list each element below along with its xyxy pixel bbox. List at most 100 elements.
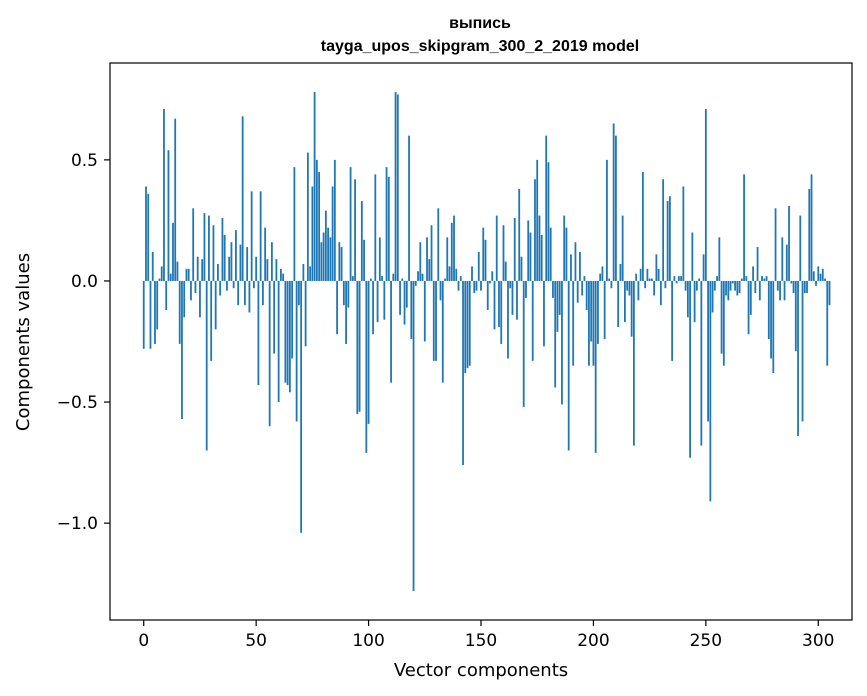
bar bbox=[419, 242, 422, 281]
bar bbox=[324, 210, 327, 281]
bar bbox=[810, 174, 813, 281]
bar bbox=[365, 280, 368, 453]
bar bbox=[221, 217, 224, 281]
bar bbox=[680, 276, 683, 281]
bar bbox=[387, 176, 390, 281]
bar bbox=[396, 94, 399, 281]
bar bbox=[671, 280, 674, 361]
bar bbox=[489, 280, 491, 284]
bar bbox=[783, 280, 786, 301]
bar bbox=[217, 264, 219, 281]
bar bbox=[561, 280, 563, 405]
bar bbox=[601, 266, 604, 281]
bar bbox=[632, 280, 635, 446]
chart-subtitle: tayga_upos_skipgram_300_2_2019 model bbox=[321, 38, 639, 55]
bar bbox=[293, 167, 296, 281]
bar bbox=[145, 186, 147, 281]
bar bbox=[788, 205, 790, 281]
bar bbox=[471, 266, 473, 281]
x-tick-label: 300 bbox=[802, 631, 834, 651]
bar bbox=[311, 186, 314, 281]
bar bbox=[718, 237, 721, 281]
bar bbox=[659, 280, 662, 306]
bar bbox=[410, 280, 413, 340]
bar bbox=[295, 280, 298, 422]
bar bbox=[673, 276, 676, 281]
bar bbox=[713, 280, 716, 291]
bar bbox=[342, 280, 345, 306]
bar bbox=[700, 280, 703, 446]
bar bbox=[194, 280, 197, 294]
bar bbox=[165, 280, 168, 311]
y-tick-label: −0.5 bbox=[57, 393, 98, 413]
bar bbox=[158, 278, 161, 281]
bar bbox=[615, 135, 617, 281]
bar bbox=[178, 280, 181, 344]
bar bbox=[248, 280, 251, 313]
bar bbox=[536, 159, 539, 281]
bar bbox=[275, 259, 278, 281]
bar bbox=[635, 273, 638, 281]
bar bbox=[441, 280, 444, 383]
bar bbox=[154, 280, 156, 344]
bar bbox=[187, 268, 190, 281]
bar bbox=[729, 280, 732, 291]
bar bbox=[538, 215, 541, 281]
bar bbox=[547, 162, 550, 281]
bar bbox=[336, 280, 338, 335]
bar bbox=[484, 239, 487, 281]
bar bbox=[477, 251, 480, 281]
bar bbox=[250, 191, 253, 281]
bar bbox=[592, 280, 595, 366]
bar bbox=[628, 280, 631, 296]
bar bbox=[707, 280, 709, 422]
y-axis-ticks: −1.0 −0.5 0.0 0.5 bbox=[57, 151, 110, 534]
bar bbox=[405, 280, 408, 308]
bar bbox=[639, 268, 642, 281]
bar bbox=[444, 278, 446, 281]
bar bbox=[401, 278, 404, 281]
bar bbox=[304, 280, 307, 347]
bar bbox=[572, 280, 575, 366]
bar bbox=[453, 215, 455, 281]
bar bbox=[432, 280, 435, 361]
x-tick-label: 250 bbox=[690, 631, 722, 651]
bar bbox=[653, 280, 656, 296]
bar bbox=[709, 280, 712, 502]
bar bbox=[686, 280, 689, 318]
bar bbox=[235, 230, 237, 281]
bar bbox=[185, 268, 188, 281]
bar bbox=[331, 186, 334, 281]
x-axis-label: Vector components bbox=[394, 660, 568, 681]
bar bbox=[480, 280, 482, 291]
bar bbox=[684, 280, 687, 291]
bar bbox=[610, 280, 613, 289]
bar bbox=[646, 268, 649, 281]
bar bbox=[815, 280, 817, 286]
bar bbox=[439, 280, 442, 301]
bar bbox=[327, 227, 330, 281]
bar bbox=[797, 280, 799, 436]
y-tick-label: −1.0 bbox=[57, 514, 98, 534]
bar bbox=[241, 116, 244, 281]
bar bbox=[554, 280, 557, 388]
bar bbox=[736, 280, 739, 296]
bar bbox=[309, 266, 312, 281]
bar bbox=[727, 280, 730, 301]
bar bbox=[237, 280, 240, 306]
bar bbox=[824, 278, 826, 281]
bar bbox=[558, 280, 561, 315]
bar bbox=[504, 261, 507, 281]
bar bbox=[801, 280, 804, 422]
bar bbox=[203, 213, 206, 281]
bar bbox=[374, 174, 377, 281]
x-tick-label: 150 bbox=[465, 631, 497, 651]
bar bbox=[212, 225, 215, 281]
bar bbox=[626, 280, 629, 291]
bar bbox=[781, 237, 784, 281]
bar bbox=[417, 271, 419, 281]
chart-title: выпись bbox=[449, 15, 511, 32]
bar bbox=[383, 280, 386, 320]
bar bbox=[747, 280, 750, 335]
bar bbox=[356, 280, 359, 415]
